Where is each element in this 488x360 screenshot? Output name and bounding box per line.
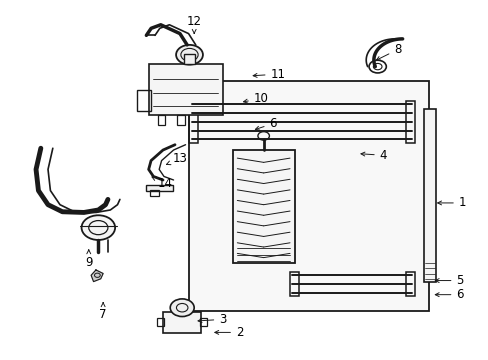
Bar	[189, 81, 428, 311]
Bar	[183, 54, 195, 64]
Bar	[405, 272, 414, 296]
Bar	[232, 150, 294, 263]
Bar	[158, 115, 165, 125]
Bar	[177, 115, 184, 125]
Bar	[146, 185, 172, 190]
Text: 6: 6	[255, 117, 276, 130]
Bar	[424, 109, 435, 282]
Text: 1: 1	[437, 197, 466, 210]
Text: 6: 6	[434, 288, 463, 301]
Text: 14: 14	[152, 177, 173, 190]
Text: 12: 12	[186, 15, 201, 33]
Bar	[189, 101, 198, 143]
Text: 10: 10	[243, 93, 268, 105]
Bar	[200, 318, 207, 327]
Text: 9: 9	[85, 250, 92, 269]
Circle shape	[176, 45, 203, 65]
Text: 11: 11	[253, 68, 285, 81]
Circle shape	[170, 299, 194, 316]
Bar	[150, 190, 159, 196]
Polygon shape	[91, 270, 103, 282]
Bar	[405, 101, 414, 143]
Bar	[157, 318, 164, 327]
Circle shape	[81, 215, 115, 240]
Text: 5: 5	[434, 274, 463, 287]
Bar	[163, 312, 201, 333]
Text: 3: 3	[198, 313, 226, 326]
Text: 8: 8	[376, 43, 401, 60]
Text: 4: 4	[360, 149, 386, 162]
Bar	[148, 64, 223, 115]
Bar	[289, 272, 298, 296]
Text: 2: 2	[214, 326, 243, 339]
Bar	[136, 90, 151, 111]
Text: 7: 7	[99, 302, 107, 321]
Text: 13: 13	[166, 152, 187, 165]
